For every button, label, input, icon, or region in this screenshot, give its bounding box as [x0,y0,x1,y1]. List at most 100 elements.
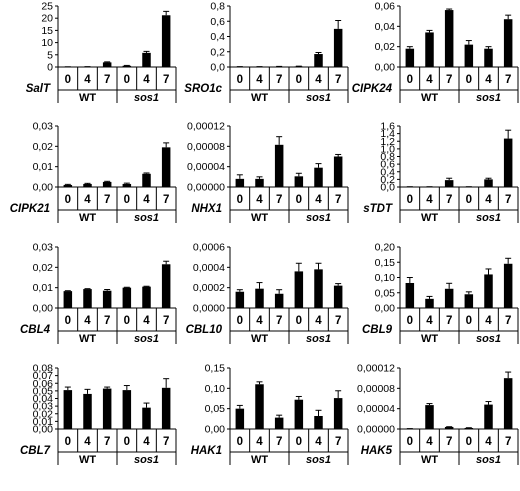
time-label: 7 [505,436,511,448]
chart-panel-sro1c: 0,0 0,2 0,4 0,6 0,8 0 4 7 0 4 7 WT sos1 SRO1c [184,1,349,104]
gene-label: CBL9 [362,324,393,336]
time-label: 4 [315,436,322,448]
time-label: 0 [237,315,243,327]
y-tick-label: 0 [47,62,53,74]
chart-panel-hak5: 0,00000 0,00004 0,00008 0,00012 0 4 7 0 4 7 WT sos1… [357,363,519,466]
chart-panel-cipk24: 0,00 0,02 0,04 0,06 0 4 7 0 4 7 WT sos1 CIPK24 [352,1,519,104]
y-tick-label: 0,0 [210,62,225,74]
time-label: 4 [485,194,492,206]
time-label: 4 [84,436,91,448]
y-tick-label: 0,0000 [193,303,225,315]
bar [63,291,73,308]
y-tick-label: 0,00 [33,182,54,194]
bar [102,290,112,308]
gene-label: CIPK21 [10,203,50,215]
y-tick-label: 0,05 [205,403,226,415]
time-label: 0 [65,194,71,206]
bar [161,264,171,308]
time-label: 0 [466,436,472,448]
y-tick-label: 1,0 [380,143,395,155]
bar [161,387,171,429]
y-tick-label: 0,10 [375,272,396,284]
gene-label: HAK5 [361,445,393,457]
time-label: 0 [466,74,472,86]
y-tick-label: 0,00 [33,424,54,436]
group-label: sos1 [306,92,331,104]
bar [405,282,415,308]
y-tick-label: 0,01 [33,416,54,428]
bar [503,263,513,308]
y-tick-label: 0,02 [375,41,396,53]
bar [484,404,493,429]
y-tick-label: 0,8 [380,151,395,163]
y-tick-label: 0,00004 [357,403,395,415]
time-label: 0 [124,315,130,327]
y-tick-label: 1,6 [380,121,395,133]
time-label: 4 [256,194,263,206]
group-label: sos1 [134,212,159,224]
group-label: sos1 [476,92,501,104]
y-tick-label: 0,07 [33,370,54,382]
bar [425,32,434,67]
time-label: 7 [163,194,169,206]
y-tick-label: 0,4 [210,31,225,43]
y-tick-label: 0,02 [33,262,54,274]
time-label: 0 [237,194,243,206]
y-tick-label: 0,01 [33,161,54,173]
time-label: 0 [296,194,302,206]
time-label: 7 [505,315,511,327]
chart-panel-cbl7: 0,000,010,020,030,040,050,060,070,08 0 4 7 0… [20,363,177,466]
bar [294,399,304,429]
bar [63,184,73,187]
y-tick-label: 0,0 [380,182,395,194]
bar [294,66,304,67]
time-label: 4 [315,194,322,206]
time-label: 7 [335,315,341,327]
bar [464,44,474,67]
group-label: WT [251,212,268,224]
bar [444,180,454,187]
y-tick-label: 0,6 [210,16,225,28]
group-label: sos1 [476,212,501,224]
y-tick-label: 0,10 [205,383,226,395]
bar [464,427,474,429]
time-label: 7 [104,74,110,86]
group-label: sos1 [134,454,159,466]
bar [405,48,415,67]
group-label: WT [79,212,96,224]
time-label: 4 [256,315,263,327]
group-label: WT [79,333,96,345]
chart-panel-nhx1: 0,00000 0,00004 0,00008 0,00012 0 4 7 0 4 7 WT sos1… [187,121,349,224]
y-tick-label: 0,8 [210,1,225,13]
group-label: WT [421,454,438,466]
time-label: 7 [505,194,511,206]
time-label: 7 [446,436,452,448]
y-tick-label: 5 [47,49,53,61]
y-tick-label: 0,08 [33,363,54,375]
bar [102,62,112,67]
time-label: 4 [84,315,91,327]
y-tick-label: 0,00 [375,62,396,74]
time-label: 4 [315,315,322,327]
bar [503,378,513,429]
bar [142,52,151,67]
gene-label: SalT [26,83,51,95]
bar [274,293,284,308]
time-label: 7 [104,315,110,327]
y-tick-label: 0,15 [375,257,396,269]
y-tick-label: 0,20 [375,242,396,254]
chart-panel-cbl10: 0,0000 0,0002 0,0004 0,0006 0 4 7 0 4 7 WT sos1 CBL1… [186,242,349,345]
group-label: WT [251,333,268,345]
y-tick-label: 0,03 [33,242,54,254]
time-label: 4 [84,194,91,206]
y-tick-label: 0,00004 [187,161,225,173]
y-tick-label: 1,4 [380,128,395,140]
time-label: 4 [426,315,433,327]
time-label: 4 [485,315,492,327]
bar [83,393,92,429]
bar [484,179,493,187]
bar [235,178,245,187]
gene-label: HAK1 [191,445,222,457]
time-label: 0 [237,74,243,86]
